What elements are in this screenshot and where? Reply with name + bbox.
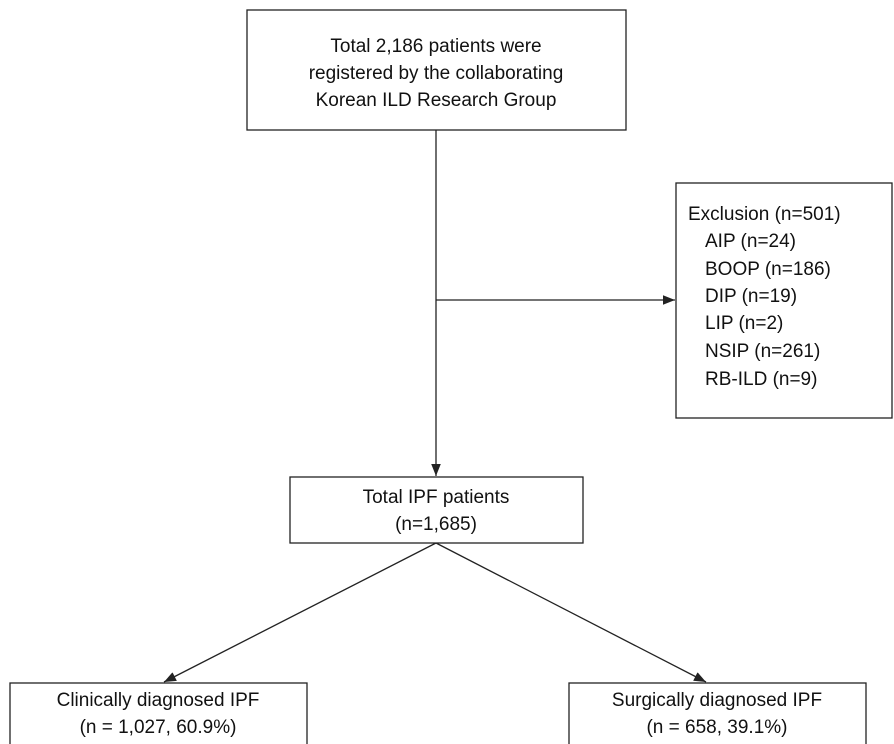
box-item: AIP (n=24) (705, 231, 796, 252)
box-text: Total IPF patients (363, 487, 510, 508)
arrow (163, 542, 437, 683)
box-item: LIP (n=2) (705, 313, 783, 334)
box-text: registered by the collaborating (309, 63, 564, 84)
box (675, 182, 893, 419)
box-title: Exclusion (n=501) (688, 204, 841, 225)
box (9, 682, 308, 744)
box-text: (n=1,685) (395, 514, 477, 535)
box-item: BOOP (n=186) (705, 259, 831, 280)
box-text: Clinically diagnosed IPF (57, 690, 260, 711)
box-text: Surgically diagnosed IPF (612, 690, 822, 711)
box (568, 682, 867, 744)
box (246, 9, 627, 131)
box-item: DIP (n=19) (705, 286, 797, 307)
box-text: (n = 658, 39.1%) (646, 717, 787, 738)
arrow (435, 542, 707, 683)
box-item: RB-ILD (n=9) (705, 369, 817, 390)
box (289, 476, 584, 544)
box-text: Total 2,186 patients were (330, 36, 541, 57)
box-item: NSIP (n=261) (705, 341, 820, 362)
box-text: Korean ILD Research Group (316, 90, 557, 111)
box-text: (n = 1,027, 60.9%) (80, 717, 237, 738)
